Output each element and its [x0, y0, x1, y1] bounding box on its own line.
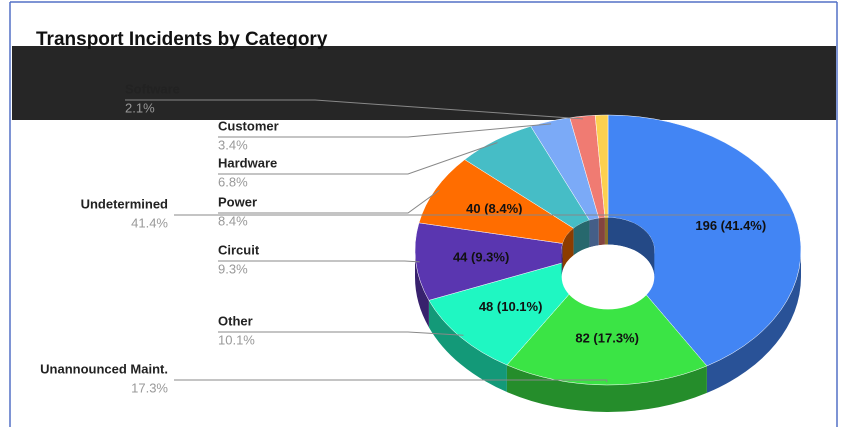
value-label: 82 (17.3%): [575, 331, 639, 346]
slice-side: [415, 250, 429, 328]
hole-wall: [604, 217, 608, 245]
value-label: 44 (9.3%): [453, 249, 509, 264]
leader-line: [218, 331, 464, 336]
leader-line: [218, 189, 440, 214]
hole-wall: [598, 217, 605, 246]
slice-side: [706, 250, 801, 393]
category-label: Circuit: [218, 242, 260, 257]
leader-line: [218, 142, 498, 175]
leader-line: [174, 379, 608, 383]
hole-wall: [562, 228, 574, 271]
slice-side: [506, 365, 707, 412]
category-label: Power: [218, 194, 257, 209]
category-label: Unannounced Maint.: [40, 361, 168, 376]
leader-line: [125, 99, 583, 120]
percent-label: 10.1%: [218, 332, 255, 347]
percent-label: 9.3%: [218, 261, 248, 276]
percent-label: 3.4%: [218, 137, 248, 152]
value-label: 48 (10.1%): [479, 299, 543, 314]
percent-label: 17.3%: [131, 380, 168, 395]
value-label: 40 (8.4%): [466, 201, 522, 216]
category-label: Other: [218, 313, 253, 328]
hole-wall: [573, 220, 590, 256]
leader-line: [218, 260, 420, 263]
hole-wall: [608, 217, 655, 277]
slice-side: [428, 300, 507, 393]
category-label: Hardware: [218, 155, 277, 170]
percent-label: 41.4%: [131, 215, 168, 230]
percent-label: 8.4%: [218, 213, 248, 228]
hole-wall: [589, 218, 599, 248]
value-label: 196 (41.4%): [695, 218, 766, 233]
category-label: Customer: [218, 118, 279, 133]
category-label: Undetermined: [81, 196, 168, 211]
percent-label: 2.1%: [125, 100, 155, 115]
hole-wall: [561, 243, 563, 277]
chart-title: Transport Incidents by Category: [36, 29, 328, 50]
category-label: Software: [125, 81, 180, 96]
leader-line: [218, 123, 552, 138]
percent-label: 6.8%: [218, 174, 248, 189]
hole: [561, 244, 655, 310]
